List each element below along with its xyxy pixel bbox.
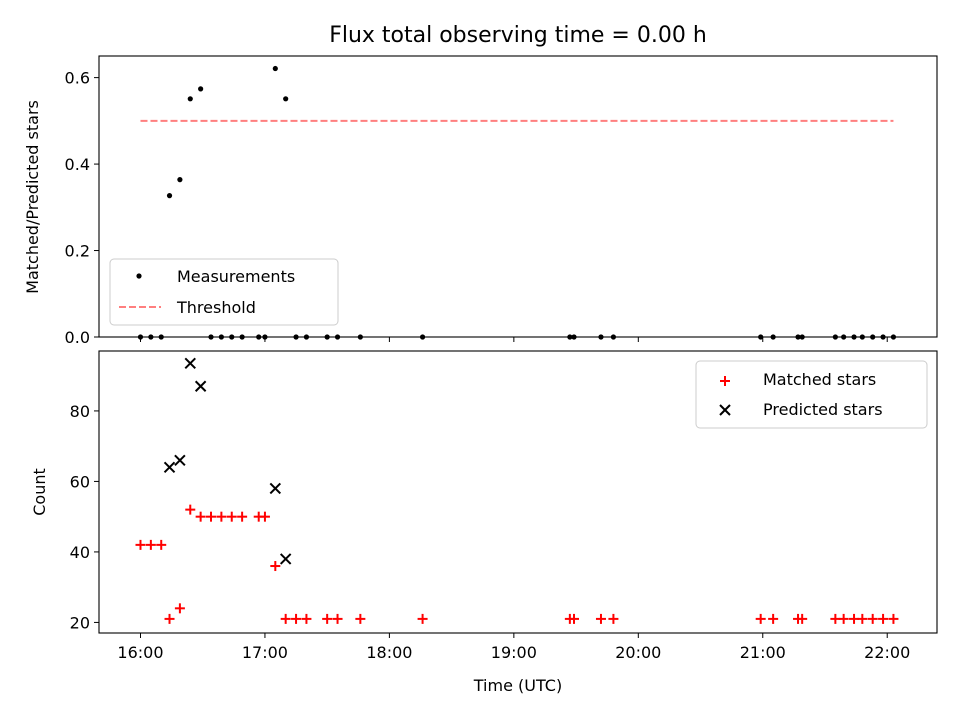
predicted-star-point bbox=[269, 482, 282, 495]
matched-star-point bbox=[332, 613, 343, 624]
top-plot-frame bbox=[98, 55, 938, 338]
legend-measurements-label: Measurements bbox=[177, 267, 295, 286]
bottom-y-tick-label: 20 bbox=[70, 613, 90, 632]
matched-star-point bbox=[867, 613, 878, 624]
bottom-plot-frame bbox=[98, 350, 938, 634]
top-y-axis-label: Matched/Predicted stars bbox=[23, 100, 42, 294]
bottom-legend: Matched stars Predicted stars bbox=[695, 360, 928, 429]
matched-star-point bbox=[206, 511, 217, 522]
matched-star-point bbox=[156, 539, 167, 550]
x-tick-label: 20:00 bbox=[615, 643, 661, 662]
matched-star-point bbox=[291, 613, 302, 624]
matched-star-point bbox=[608, 613, 619, 624]
legend-threshold-label: Threshold bbox=[176, 298, 256, 317]
matched-star-point bbox=[280, 613, 291, 624]
top-y-tick-label: 0.0 bbox=[65, 328, 90, 347]
bottom-y-tick-label: 80 bbox=[70, 402, 90, 421]
predicted-star-point bbox=[163, 461, 176, 474]
predicted-star-point bbox=[279, 553, 292, 565]
x-tick-label: 17:00 bbox=[242, 643, 288, 662]
legend-measurements-marker bbox=[136, 273, 142, 279]
x-axis-label: Time (UTC) bbox=[473, 676, 562, 695]
top-legend-box bbox=[109, 258, 339, 326]
x-tick-label: 16:00 bbox=[117, 643, 163, 662]
matched-star-point bbox=[195, 511, 206, 522]
chart-title: Flux total observing time = 0.00 h bbox=[329, 23, 707, 48]
matched-star-point bbox=[145, 539, 156, 550]
matched-star-point bbox=[174, 603, 185, 614]
bottom-y-tick-label: 60 bbox=[70, 472, 90, 491]
bottom-y-tick-label: 40 bbox=[70, 543, 90, 562]
matched-star-point bbox=[878, 613, 889, 624]
predicted-star-point bbox=[194, 380, 207, 392]
top-y-tick-label: 0.4 bbox=[65, 155, 90, 174]
matched-star-point bbox=[755, 613, 766, 624]
matched-star-point bbox=[216, 511, 227, 522]
legend-predicted-marker bbox=[719, 404, 731, 416]
matched-star-point bbox=[768, 613, 779, 624]
x-tick-label: 19:00 bbox=[491, 643, 537, 662]
matched-star-point bbox=[595, 613, 606, 624]
x-tick-label: 22:00 bbox=[864, 643, 910, 662]
matched-star-point bbox=[237, 511, 248, 522]
matched-star-point bbox=[135, 539, 146, 550]
measurement-point bbox=[283, 96, 289, 102]
matched-star-point bbox=[797, 613, 808, 624]
bottom-y-axis-label: Count bbox=[30, 468, 49, 516]
measurement-point bbox=[177, 177, 183, 183]
measurement-point bbox=[198, 86, 204, 92]
matched-star-point bbox=[259, 511, 270, 522]
top-panel: 0.0 0.2 0.4 0.6 Matched/Predicted stars Mea… bbox=[23, 55, 938, 347]
legend-matched-marker bbox=[720, 376, 730, 386]
matched-star-point bbox=[322, 613, 333, 624]
matched-star-point bbox=[857, 613, 868, 624]
measurement-point bbox=[166, 193, 173, 199]
predicted-star-point bbox=[184, 357, 196, 370]
legend-matched-label: Matched stars bbox=[763, 370, 876, 389]
matched-star-point bbox=[838, 613, 849, 624]
bottom-legend-box bbox=[695, 360, 928, 429]
predicted-star-point bbox=[174, 454, 186, 466]
matched-star-point bbox=[355, 613, 366, 624]
matched-star-point bbox=[185, 504, 196, 515]
matched-star-point bbox=[226, 511, 237, 522]
x-tick-label: 18:00 bbox=[366, 643, 412, 662]
matched-star-point bbox=[164, 613, 175, 624]
x-tick-label: 21:00 bbox=[740, 643, 786, 662]
top-y-tick-label: 0.2 bbox=[65, 242, 90, 261]
measurement-point bbox=[187, 96, 193, 102]
matched-star-point bbox=[417, 613, 428, 624]
matched-star-point bbox=[569, 613, 580, 624]
legend-predicted-label: Predicted stars bbox=[763, 400, 883, 419]
top-y-tick-label: 0.6 bbox=[65, 69, 90, 88]
top-legend: Measurements Threshold bbox=[109, 258, 339, 326]
matched-star-point bbox=[888, 613, 899, 624]
measurement-point bbox=[272, 65, 278, 72]
bottom-panel: 16:00 17:00 18:00 19:00 20:00 21:00 22:00 20 40 6… bbox=[30, 350, 938, 695]
matched-star-point bbox=[270, 561, 281, 572]
matched-star-point bbox=[301, 613, 312, 624]
